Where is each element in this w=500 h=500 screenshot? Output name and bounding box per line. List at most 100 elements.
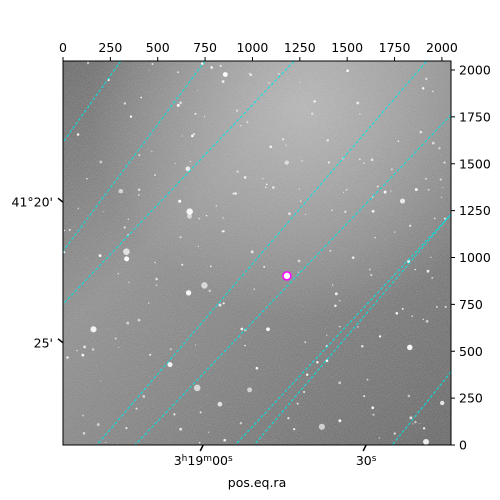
ra-tick: [199, 444, 204, 452]
star: [76, 133, 80, 136]
star: [419, 130, 423, 134]
star: [287, 417, 290, 420]
star: [421, 87, 425, 90]
y-tick-label: 0: [459, 438, 467, 453]
star: [378, 335, 382, 338]
star: [148, 69, 150, 71]
star: [419, 423, 421, 425]
star: [412, 423, 414, 425]
star: [236, 109, 239, 112]
star: [219, 64, 222, 67]
star: [338, 419, 342, 423]
star: [155, 284, 158, 286]
star: [63, 229, 66, 232]
star: [427, 188, 430, 191]
star: [243, 176, 247, 179]
star: [414, 420, 417, 424]
star: [174, 163, 176, 165]
star: [205, 214, 208, 217]
star: [414, 188, 418, 192]
star: [316, 361, 319, 364]
star: [76, 349, 78, 352]
star: [129, 115, 133, 118]
star: [297, 271, 299, 274]
star: [378, 437, 381, 439]
star: [325, 359, 329, 363]
star: [154, 261, 156, 264]
dec-grid-line: [253, 214, 451, 445]
star: [208, 431, 210, 433]
star: [124, 256, 130, 262]
ra-tick-label: 3h19m00s: [174, 453, 233, 468]
star: [105, 441, 107, 443]
star: [383, 190, 387, 194]
star: [66, 356, 69, 359]
star: [444, 305, 447, 309]
star: [215, 205, 218, 207]
star: [363, 162, 365, 165]
star: [199, 411, 202, 414]
star: [68, 228, 71, 231]
star: [331, 209, 333, 211]
star: [334, 292, 338, 296]
star: [222, 302, 225, 305]
star: [296, 402, 299, 405]
star: [443, 217, 446, 220]
star: [264, 186, 267, 189]
star: [179, 236, 182, 239]
star: [344, 210, 347, 213]
star: [179, 427, 183, 431]
star: [299, 81, 301, 83]
star: [359, 113, 361, 115]
star: [209, 265, 212, 268]
star: [240, 327, 244, 331]
star: [127, 218, 129, 220]
target-marker: [282, 271, 292, 281]
star: [397, 140, 400, 143]
star: [178, 199, 182, 203]
star: [222, 72, 228, 77]
star: [261, 177, 264, 180]
star: [265, 183, 268, 186]
star: [185, 166, 191, 172]
star: [128, 281, 130, 284]
star: [99, 380, 102, 382]
star: [248, 72, 250, 74]
ra-grid-line: [63, 61, 206, 253]
star: [247, 387, 253, 393]
pixel-y-axis: 0 250 500 750 1000 1250 1500 1750 2000: [451, 63, 491, 453]
star: [253, 288, 256, 291]
star: [198, 442, 201, 444]
star: [272, 186, 275, 189]
x-tick-label: 1750: [379, 40, 411, 55]
ra-grid-line: [234, 214, 451, 445]
star: [338, 381, 342, 385]
star: [372, 413, 375, 416]
star: [304, 213, 307, 216]
star: [390, 190, 392, 192]
star: [440, 196, 442, 198]
star: [391, 168, 393, 171]
star: [288, 212, 291, 216]
star: [430, 256, 432, 258]
star: [304, 341, 307, 344]
star: [201, 282, 208, 289]
star: [218, 303, 222, 307]
star: [442, 187, 444, 189]
star: [301, 160, 303, 162]
star: [440, 400, 445, 406]
star: [147, 302, 150, 304]
x-tick-label: 1500: [331, 40, 363, 55]
ra-grid-line: [391, 371, 451, 445]
star: [81, 353, 85, 357]
star: [443, 161, 446, 164]
star: [149, 353, 152, 356]
star: [358, 158, 361, 161]
x-tick-label: 750: [193, 40, 217, 55]
star: [439, 178, 442, 181]
ra-grid-line: [134, 114, 451, 445]
star: [135, 407, 138, 410]
star: [189, 160, 191, 163]
star: [409, 224, 412, 227]
star: [249, 73, 253, 77]
